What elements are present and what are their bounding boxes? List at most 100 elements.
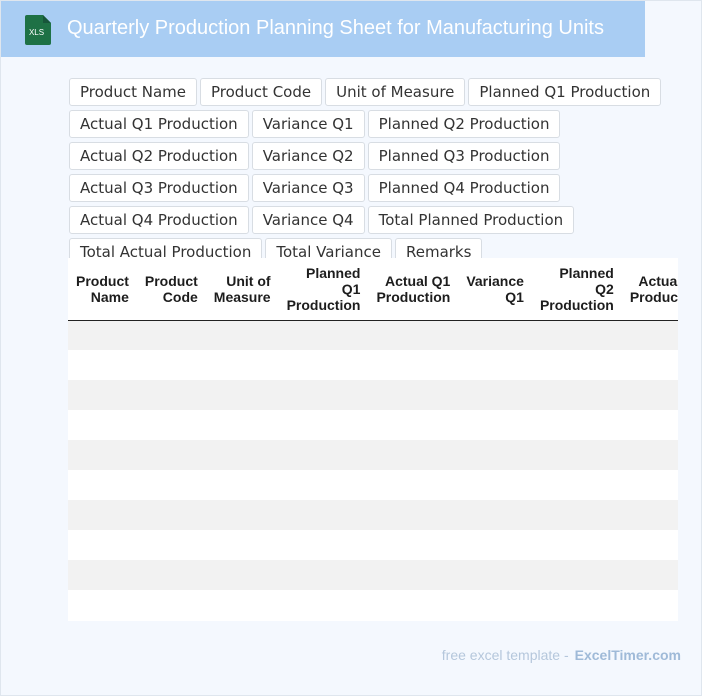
production-table-viewport[interactable]: Product Name Product Code Unit of Measure P…	[68, 258, 678, 621]
table-cell[interactable]	[205, 320, 279, 350]
column-chip[interactable]: Actual Q3 Production	[69, 174, 249, 202]
table-cell[interactable]	[368, 500, 459, 530]
table-cell[interactable]	[368, 590, 459, 620]
table-cell[interactable]	[368, 440, 459, 470]
table-cell[interactable]	[205, 410, 279, 440]
table-cell[interactable]	[205, 380, 279, 410]
table-cell[interactable]	[458, 500, 532, 530]
column-chip[interactable]: Planned Q4 Production	[367, 174, 561, 202]
column-chip[interactable]: Planned Q3 Production	[367, 142, 561, 170]
table-cell[interactable]	[368, 530, 459, 560]
table-cell[interactable]	[458, 320, 532, 350]
table-cell[interactable]	[621, 380, 678, 410]
table-cell[interactable]	[68, 470, 137, 500]
table-cell[interactable]	[68, 500, 137, 530]
column-chip[interactable]: Variance Q3	[251, 174, 365, 202]
table-cell[interactable]	[68, 530, 137, 560]
table-cell[interactable]	[136, 530, 206, 560]
table-cell[interactable]	[621, 500, 678, 530]
table-cell[interactable]	[368, 380, 459, 410]
table-cell[interactable]	[621, 560, 678, 590]
table-cell[interactable]	[368, 470, 459, 500]
table-cell[interactable]	[368, 320, 459, 350]
table-cell[interactable]	[136, 560, 206, 590]
table-cell[interactable]	[205, 530, 279, 560]
table-cell[interactable]	[278, 500, 369, 530]
table-cell[interactable]	[136, 410, 206, 440]
table-cell[interactable]	[68, 560, 137, 590]
table-cell[interactable]	[278, 380, 369, 410]
table-cell[interactable]	[458, 470, 532, 500]
table-cell[interactable]	[136, 590, 206, 620]
table-cell[interactable]	[278, 560, 369, 590]
table-cell[interactable]	[458, 530, 532, 560]
table-cell[interactable]	[68, 320, 137, 350]
table-cell[interactable]	[458, 410, 532, 440]
footer-brand-link[interactable]: ExcelTimer.com	[574, 647, 681, 663]
table-cell[interactable]	[68, 410, 137, 440]
table-cell[interactable]	[205, 500, 279, 530]
table-cell[interactable]	[621, 440, 678, 470]
column-chip[interactable]: Product Name	[69, 78, 197, 106]
column-chip[interactable]: Product Code	[199, 78, 323, 106]
table-cell[interactable]	[205, 560, 279, 590]
table-cell[interactable]	[136, 320, 206, 350]
table-cell[interactable]	[205, 590, 279, 620]
table-cell[interactable]	[278, 440, 369, 470]
table-cell[interactable]	[368, 410, 459, 440]
column-chip[interactable]: Variance Q4	[251, 206, 365, 234]
table-cell[interactable]	[278, 530, 369, 560]
table-cell[interactable]	[68, 380, 137, 410]
column-chip[interactable]: Actual Q2 Production	[69, 142, 249, 170]
table-cell[interactable]	[531, 350, 622, 380]
table-cell[interactable]	[368, 350, 459, 380]
table-row	[68, 380, 678, 410]
column-chip[interactable]: Variance Q1	[251, 110, 365, 138]
column-chip[interactable]: Variance Q2	[251, 142, 365, 170]
table-cell[interactable]	[278, 350, 369, 380]
column-chip[interactable]: Planned Q2 Production	[367, 110, 561, 138]
table-cell[interactable]	[368, 560, 459, 590]
table-cell[interactable]	[531, 590, 622, 620]
table-cell[interactable]	[278, 320, 369, 350]
table-cell[interactable]	[136, 440, 206, 470]
table-cell[interactable]	[205, 440, 279, 470]
table-cell[interactable]	[136, 350, 206, 380]
table-cell[interactable]	[621, 590, 678, 620]
table-cell[interactable]	[136, 380, 206, 410]
table-cell[interactable]	[68, 440, 137, 470]
table-cell[interactable]	[458, 560, 532, 590]
table-cell[interactable]	[278, 590, 369, 620]
table-cell[interactable]	[531, 500, 622, 530]
table-cell[interactable]	[621, 320, 678, 350]
column-chip[interactable]: Actual Q1 Production	[69, 110, 249, 138]
table-cell[interactable]	[136, 500, 206, 530]
table-cell[interactable]	[531, 530, 622, 560]
table-cell[interactable]	[531, 410, 622, 440]
table-cell[interactable]	[68, 590, 137, 620]
table-cell[interactable]	[458, 590, 532, 620]
table-cell[interactable]	[205, 350, 279, 380]
table-cell[interactable]	[68, 350, 137, 380]
table-cell[interactable]	[458, 350, 532, 380]
table-cell[interactable]	[458, 380, 532, 410]
table-cell[interactable]	[278, 410, 369, 440]
table-cell[interactable]	[531, 560, 622, 590]
table-cell[interactable]	[621, 350, 678, 380]
table-cell[interactable]	[531, 320, 622, 350]
table-cell[interactable]	[136, 470, 206, 500]
table-cell[interactable]	[531, 440, 622, 470]
table-cell[interactable]	[458, 440, 532, 470]
column-chip[interactable]: Total Planned Production	[367, 206, 575, 234]
table-cell[interactable]	[621, 530, 678, 560]
column-chip[interactable]: Unit of Measure	[325, 78, 466, 106]
table-cell[interactable]	[621, 470, 678, 500]
xls-icon-text: XLS	[29, 28, 44, 37]
table-cell[interactable]	[205, 470, 279, 500]
table-cell[interactable]	[621, 410, 678, 440]
column-chip[interactable]: Planned Q1 Production	[468, 78, 662, 106]
table-cell[interactable]	[278, 470, 369, 500]
table-cell[interactable]	[531, 470, 622, 500]
column-chip[interactable]: Actual Q4 Production	[69, 206, 249, 234]
table-cell[interactable]	[531, 380, 622, 410]
